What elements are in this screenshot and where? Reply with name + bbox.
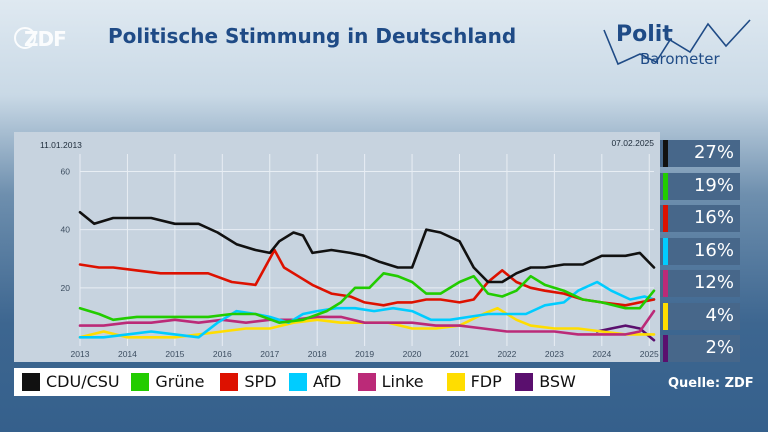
- x-tick-label: 2017: [260, 349, 279, 359]
- x-tick-label: 2019: [355, 349, 374, 359]
- legend-swatch: [357, 373, 376, 391]
- legend-label: Linke: [381, 372, 424, 391]
- zdf-logo-text: ZDF: [24, 27, 67, 51]
- legend-swatch: [220, 373, 239, 391]
- series-line-afd: [78, 280, 656, 339]
- politbarometer-logo-line1: Polit: [616, 22, 673, 47]
- chart-legend: CDU/CSU Grüne SPD AfD Linke FDP BSW: [14, 368, 610, 396]
- current-value-text: 2%: [705, 337, 734, 358]
- series-line-gr-ne: [78, 272, 656, 324]
- current-value-text: 4%: [705, 304, 734, 326]
- current-value-text: 12%: [693, 272, 734, 293]
- legend-swatch: [22, 373, 40, 391]
- legend-swatch: [131, 373, 150, 391]
- current-value-box: 4%: [660, 302, 740, 330]
- x-tick-label: 2016: [213, 349, 232, 359]
- legend-label: Grüne: [155, 372, 205, 391]
- series-line-cdu-csu: [78, 210, 656, 284]
- current-value-text: 19%: [693, 174, 734, 196]
- x-tick-label: 2022: [497, 349, 516, 359]
- current-value-color-bar: [663, 140, 668, 167]
- current-value-color-bar: [663, 302, 668, 330]
- y-tick-label: 20: [61, 283, 71, 293]
- x-tick-label: 2018: [308, 349, 327, 359]
- current-value-box: 27%: [660, 140, 740, 167]
- chart-panel: 2013 2014 2015 2016 2017 2018 2019 2020 2021 2022…: [14, 132, 660, 362]
- y-tick-label: 40: [61, 225, 71, 235]
- legend-label: CDU/CSU: [46, 372, 120, 391]
- x-tick-label: 2023: [545, 349, 564, 359]
- current-values-panel: 27% 19% 16% 16% 12% 4% 2%: [660, 140, 744, 364]
- legend-swatch: [289, 373, 307, 391]
- chart-end-date-label: 07.02.2025: [611, 138, 654, 148]
- chart-series-group: [78, 210, 656, 342]
- current-value-box: 16%: [660, 205, 740, 232]
- page-title: Politische Stimmung in Deutschland: [108, 24, 517, 48]
- chart-grid: [79, 154, 654, 346]
- legend-swatch: [515, 373, 534, 391]
- x-tick-label: 2020: [403, 349, 422, 359]
- x-tick-label: 2014: [118, 349, 137, 359]
- source-label: Quelle: ZDF: [668, 376, 754, 391]
- current-value-color-bar: [663, 205, 668, 232]
- zdf-logo: ZDF: [14, 26, 80, 52]
- current-value-box: 2%: [660, 335, 740, 362]
- zdf-logo-ring-icon: [14, 27, 36, 49]
- x-tick-label: 2013: [71, 349, 90, 359]
- current-value-text: 16%: [693, 239, 734, 261]
- current-value-color-bar: [663, 237, 668, 265]
- current-value-box: 19%: [660, 172, 740, 200]
- politbarometer-logo-line2: Barometer: [640, 50, 720, 68]
- chart-start-date-label: 11.01.2013: [40, 140, 82, 150]
- legend-label: SPD: [244, 372, 277, 391]
- current-value-color-bar: [663, 335, 668, 362]
- current-value-color-bar: [663, 270, 668, 297]
- current-value-text: 16%: [693, 207, 734, 228]
- legend-label: FDP: [470, 372, 502, 391]
- y-tick-label: 60: [61, 166, 71, 176]
- series-line-bsw: [595, 324, 656, 342]
- current-value-color-bar: [663, 172, 668, 200]
- legend-label: BSW: [539, 372, 576, 391]
- current-value-text: 27%: [693, 142, 734, 163]
- politbarometer-graph-icon: [603, 19, 751, 66]
- x-tick-label: 2025: [640, 349, 659, 359]
- x-tick-label: 2024: [592, 349, 611, 359]
- series-line-linke: [78, 309, 656, 336]
- politbarometer-logo: Polit Barometer: [600, 16, 760, 82]
- chart-axis: 2013 2014 2015 2016 2017 2018 2019 2020 2021 2022…: [61, 166, 659, 359]
- current-value-box: 12%: [660, 270, 740, 297]
- legend-swatch: [446, 373, 465, 391]
- legend-label: AfD: [313, 372, 342, 391]
- line-chart: 2013 2014 2015 2016 2017 2018 2019 2020 2021 2022…: [40, 138, 659, 359]
- current-value-box: 16%: [660, 237, 740, 265]
- x-tick-label: 2021: [450, 349, 469, 359]
- series-line-spd: [78, 248, 656, 307]
- x-tick-label: 2015: [165, 349, 184, 359]
